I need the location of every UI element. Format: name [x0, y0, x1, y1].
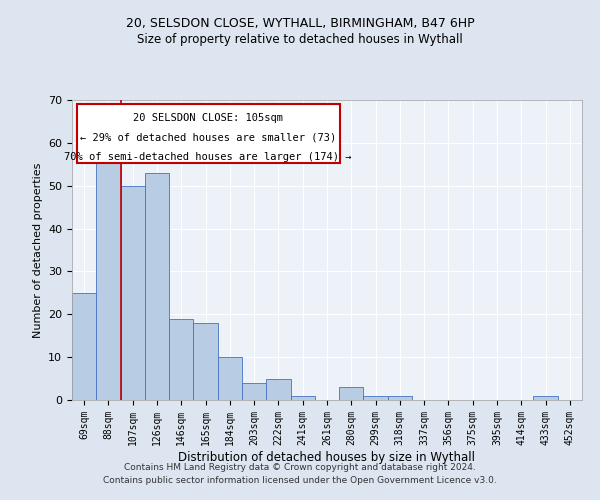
Bar	[121, 186, 145, 400]
Bar	[96, 152, 121, 400]
Bar	[72, 293, 96, 400]
Text: ← 29% of detached houses are smaller (73): ← 29% of detached houses are smaller (73…	[80, 132, 336, 142]
Text: Contains HM Land Registry data © Crown copyright and database right 2024.: Contains HM Land Registry data © Crown c…	[124, 464, 476, 472]
Text: 20, SELSDON CLOSE, WYTHALL, BIRMINGHAM, B47 6HP: 20, SELSDON CLOSE, WYTHALL, BIRMINGHAM, …	[125, 18, 475, 30]
Y-axis label: Number of detached properties: Number of detached properties	[32, 162, 43, 338]
Bar	[145, 173, 169, 400]
Text: Contains public sector information licensed under the Open Government Licence v3: Contains public sector information licen…	[103, 476, 497, 485]
Text: Size of property relative to detached houses in Wythall: Size of property relative to detached ho…	[137, 32, 463, 46]
X-axis label: Distribution of detached houses by size in Wythall: Distribution of detached houses by size …	[179, 450, 476, 464]
Bar	[290, 396, 315, 400]
Bar	[169, 318, 193, 400]
Bar	[339, 387, 364, 400]
Text: 70% of semi-detached houses are larger (174) →: 70% of semi-detached houses are larger (…	[64, 152, 352, 162]
Bar	[242, 383, 266, 400]
Bar	[218, 357, 242, 400]
Bar	[364, 396, 388, 400]
Bar	[388, 396, 412, 400]
FancyBboxPatch shape	[77, 104, 340, 163]
Bar	[533, 396, 558, 400]
Bar	[193, 323, 218, 400]
Text: 20 SELSDON CLOSE: 105sqm: 20 SELSDON CLOSE: 105sqm	[133, 113, 283, 123]
Bar	[266, 378, 290, 400]
